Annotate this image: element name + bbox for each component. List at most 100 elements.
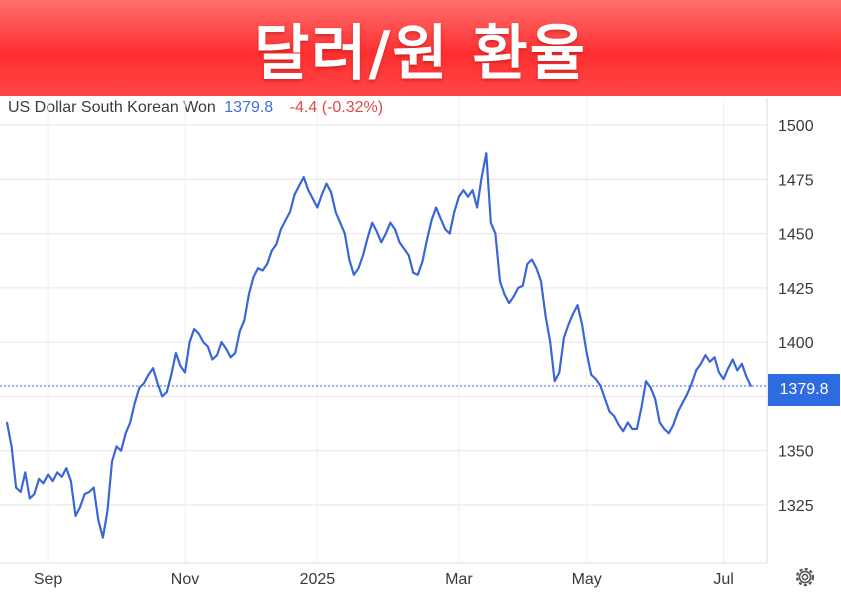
data-point	[741, 363, 743, 365]
data-point	[234, 352, 237, 354]
data-point	[380, 241, 383, 244]
data-point	[403, 247, 405, 250]
data-point	[238, 330, 241, 333]
y-tick-label: 1350	[778, 444, 814, 461]
data-point	[120, 449, 122, 452]
data-point	[74, 515, 77, 517]
data-point	[645, 380, 647, 383]
data-point	[70, 480, 72, 482]
data-point	[206, 345, 209, 348]
data-point	[28, 497, 31, 500]
data-point	[51, 480, 54, 482]
data-point	[353, 273, 355, 276]
price-change-percent: (-0.32%)	[321, 99, 384, 116]
data-point	[111, 460, 113, 463]
data-point	[458, 195, 460, 198]
data-point	[462, 189, 465, 192]
data-point	[252, 276, 255, 278]
data-point	[175, 352, 177, 354]
title-banner: 달러/원 환율	[0, 0, 841, 96]
data-point	[102, 536, 104, 539]
data-point	[727, 367, 730, 370]
data-point	[293, 193, 296, 196]
data-point	[357, 267, 360, 270]
data-point	[298, 184, 300, 187]
data-point	[56, 471, 59, 474]
data-point	[339, 221, 342, 224]
data-point	[709, 360, 711, 363]
data-point	[79, 506, 81, 509]
price-change-value: -4.4	[289, 99, 318, 116]
data-point	[613, 415, 615, 417]
data-point	[430, 219, 433, 222]
data-point	[563, 336, 565, 339]
data-point	[47, 473, 49, 476]
data-point	[193, 328, 196, 330]
data-point	[521, 284, 524, 287]
data-point	[366, 237, 369, 239]
x-tick-label: Nov	[171, 571, 199, 588]
data-point	[412, 271, 415, 274]
data-point	[508, 302, 510, 304]
data-point	[553, 380, 556, 383]
data-point	[663, 428, 666, 430]
data-point	[704, 354, 707, 357]
data-point	[604, 397, 606, 400]
data-point	[124, 432, 127, 435]
data-point	[97, 519, 100, 522]
y-tick-label: 1400	[778, 335, 814, 352]
data-point	[567, 323, 570, 326]
data-point	[88, 491, 91, 493]
last-price-label: 1379.8	[779, 381, 829, 398]
data-point	[389, 221, 392, 224]
data-point	[302, 176, 305, 179]
data-point	[731, 358, 734, 361]
data-point	[19, 491, 22, 493]
banner-title: 달러/원 환율	[254, 18, 587, 89]
data-point	[229, 356, 232, 359]
data-point	[590, 373, 593, 376]
data-point	[156, 382, 159, 385]
data-point	[375, 230, 378, 233]
quote-header: US Dollar South Korean Won 1379.8 -4.4 (…	[8, 99, 383, 117]
data-point	[270, 250, 273, 252]
data-point	[531, 258, 533, 261]
data-point	[321, 193, 323, 196]
data-point	[640, 406, 643, 409]
gear-icon[interactable]	[793, 565, 817, 589]
data-point	[489, 221, 492, 224]
data-point	[6, 421, 8, 424]
data-point	[672, 423, 675, 426]
data-point	[216, 354, 218, 357]
data-point	[718, 371, 720, 374]
y-axis-ticks: 13251350137514001425145014751500	[778, 118, 814, 515]
data-point	[152, 367, 155, 370]
data-point	[330, 191, 332, 194]
data-point	[83, 493, 86, 495]
data-point	[480, 176, 483, 179]
data-point	[581, 323, 583, 326]
data-point	[362, 254, 364, 257]
data-point	[654, 397, 656, 400]
current-price: 1379.8	[224, 99, 274, 116]
data-point	[106, 510, 109, 513]
data-point	[435, 206, 437, 209]
data-point	[636, 428, 638, 430]
instrument-name: US Dollar South Korean Won	[8, 99, 216, 116]
data-point	[343, 232, 346, 235]
data-point	[197, 332, 200, 335]
data-point	[307, 189, 310, 192]
data-point	[631, 428, 634, 430]
data-point	[686, 393, 688, 396]
data-point	[316, 206, 319, 209]
data-point	[394, 228, 396, 231]
data-point	[42, 482, 45, 485]
data-point	[667, 432, 670, 435]
data-point	[476, 206, 478, 209]
data-point	[384, 232, 387, 235]
data-point	[572, 313, 574, 315]
data-point	[129, 421, 132, 424]
data-point	[649, 386, 652, 389]
data-point	[485, 152, 488, 155]
